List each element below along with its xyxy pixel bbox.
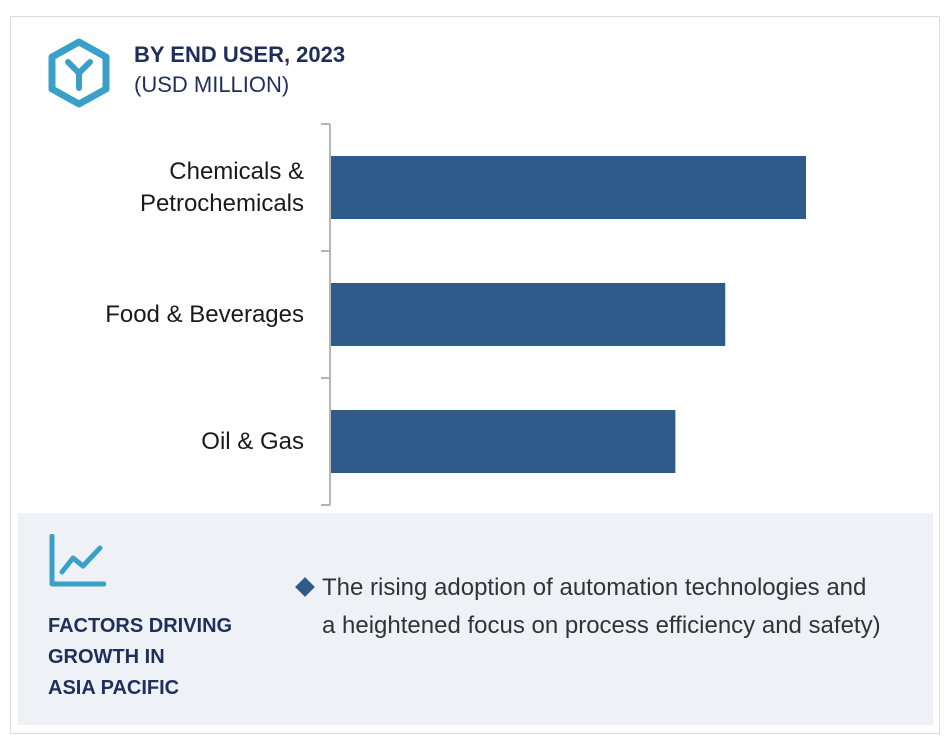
footer-panel — [18, 513, 933, 725]
bar — [331, 283, 726, 346]
chart-subtitle: (USD MILLION) — [134, 72, 290, 97]
category-label: Chemicals & Petrochemicals — [139, 157, 304, 217]
trend-chart-icon — [49, 534, 106, 587]
category-label: Oil & Gas — [201, 427, 304, 455]
bar — [331, 410, 676, 473]
category-label: Food & Beverages — [105, 300, 304, 328]
cube-y-icon — [48, 38, 110, 108]
bullet-text: The rising adoption of automation techno… — [322, 574, 881, 639]
chart-title: BY END USER, 2023 — [134, 42, 346, 67]
bar — [331, 156, 806, 219]
footer-title: FACTORS DRIVING GROWTH IN ASIA PACIFIC — [48, 615, 233, 699]
